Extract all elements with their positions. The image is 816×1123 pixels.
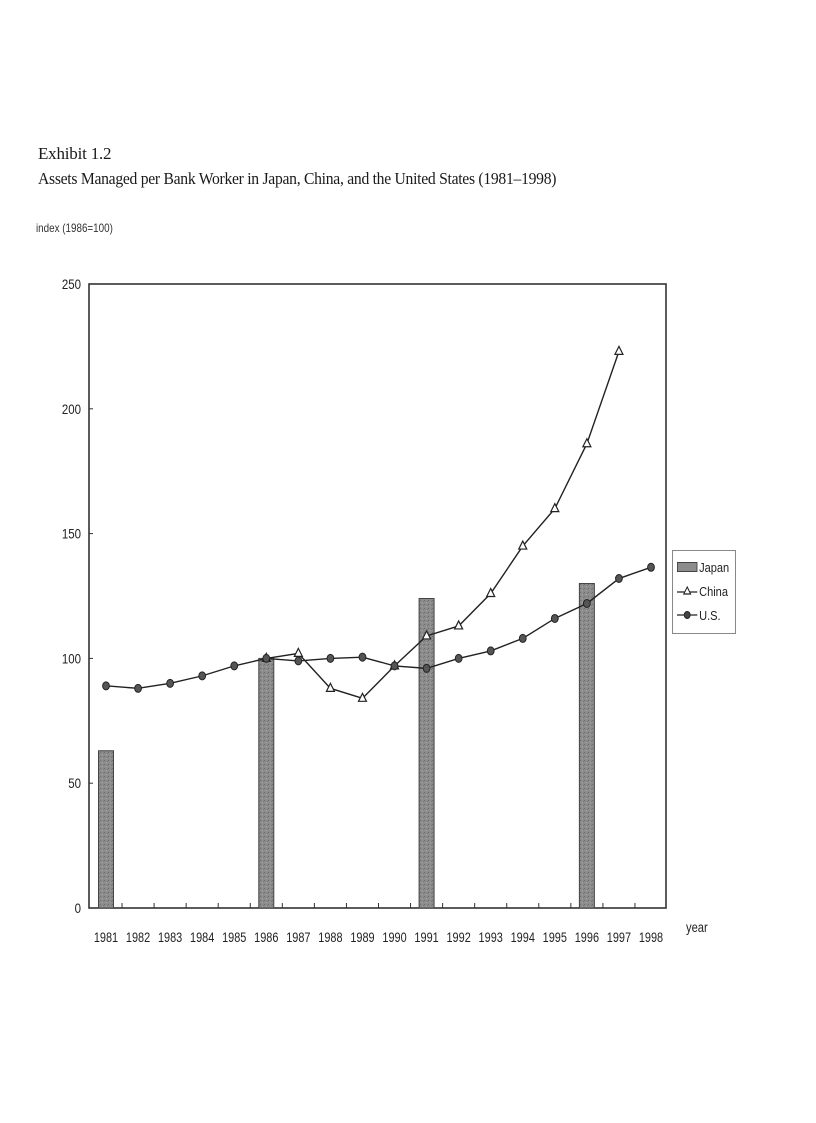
circle-marker-icon (134, 683, 142, 693)
circle-marker-icon (390, 661, 399, 671)
x-tick-label: 1989 (350, 930, 374, 946)
legend-label: U.S. (699, 607, 721, 623)
y-tick-label: 200 (62, 401, 81, 417)
triangle-marker-icon (421, 629, 432, 640)
x-tick-label: 1990 (382, 930, 406, 946)
circle-marker-icon (326, 653, 335, 663)
x-tick-label: 1987 (286, 930, 310, 946)
triangle-marker-icon (581, 437, 592, 448)
bar-japan (98, 750, 114, 909)
circle-marker-icon (454, 653, 463, 663)
triangle-marker-icon (357, 691, 368, 702)
x-tick-label: 1982 (126, 930, 150, 946)
circle-marker-icon (677, 609, 698, 621)
triangle-marker-icon (677, 585, 698, 597)
bar-japan (258, 657, 275, 909)
y-axis-label: index (1986=100) (36, 221, 113, 235)
bar-swatch-icon (677, 561, 698, 573)
x-tick-label: 1984 (190, 930, 214, 946)
circle-marker-icon (166, 678, 175, 688)
exhibit-number: Exhibit 1.2 (38, 144, 112, 163)
circle-marker-icon (198, 671, 207, 681)
circle-marker-icon (550, 613, 559, 623)
circle-marker-icon (615, 574, 623, 584)
circle-marker-icon (294, 656, 303, 666)
y-tick-label: 250 (62, 276, 81, 292)
circle-marker-icon (518, 633, 527, 643)
circle-marker-icon (262, 653, 271, 663)
chart-title: Assets Managed per Bank Worker in Japan,… (38, 169, 557, 188)
x-tick-label: 1985 (222, 930, 246, 946)
circle-marker-icon (422, 663, 431, 673)
legend-item-china: China (677, 583, 728, 599)
line-us (105, 566, 652, 690)
circle-marker-icon (358, 652, 367, 662)
triangle-marker-icon (549, 502, 560, 513)
y-tick-label: 150 (62, 525, 81, 541)
x-axis-label: year (686, 920, 708, 935)
y-tick-label: 100 (62, 650, 81, 666)
triangle-marker-icon (485, 587, 496, 598)
x-tick-label: 1995 (543, 930, 567, 946)
triangle-marker-icon (325, 682, 336, 692)
plot-frame (88, 283, 667, 909)
triangle-marker-icon (613, 345, 624, 355)
y-tick-label: 0 (75, 900, 81, 916)
x-tick-label: 1996 (575, 930, 599, 946)
x-tick-label: 1994 (511, 930, 535, 946)
legend-label: China (699, 583, 728, 599)
bar-japan (578, 583, 595, 909)
triangle-marker-icon (517, 539, 528, 550)
circle-marker-icon (647, 562, 655, 572)
bar-japan (418, 597, 435, 909)
circle-marker-icon (102, 681, 110, 691)
circle-marker-icon (582, 598, 591, 608)
y-tick-label: 50 (68, 775, 81, 791)
legend: Japan China U.S. (672, 550, 736, 634)
circle-marker-icon (230, 661, 239, 671)
x-tick-label: 1983 (158, 930, 182, 946)
x-tick-label: 1992 (447, 930, 471, 946)
legend-item-japan: Japan (677, 559, 729, 575)
x-tick-label: 1993 (479, 930, 503, 946)
x-tick-label: 1981 (94, 930, 118, 946)
x-tick-label: 1988 (318, 930, 342, 946)
x-tick-label: 1986 (254, 930, 278, 946)
legend-label: Japan (699, 559, 730, 575)
line-china (266, 351, 620, 700)
x-tick-label: 1991 (414, 930, 438, 946)
x-tick-label: 1998 (639, 930, 663, 946)
triangle-marker-icon (453, 619, 464, 630)
triangle-marker-icon (293, 647, 304, 658)
circle-marker-icon (486, 646, 495, 656)
legend-item-us: U.S. (677, 607, 721, 623)
x-tick-label: 1997 (607, 930, 631, 946)
